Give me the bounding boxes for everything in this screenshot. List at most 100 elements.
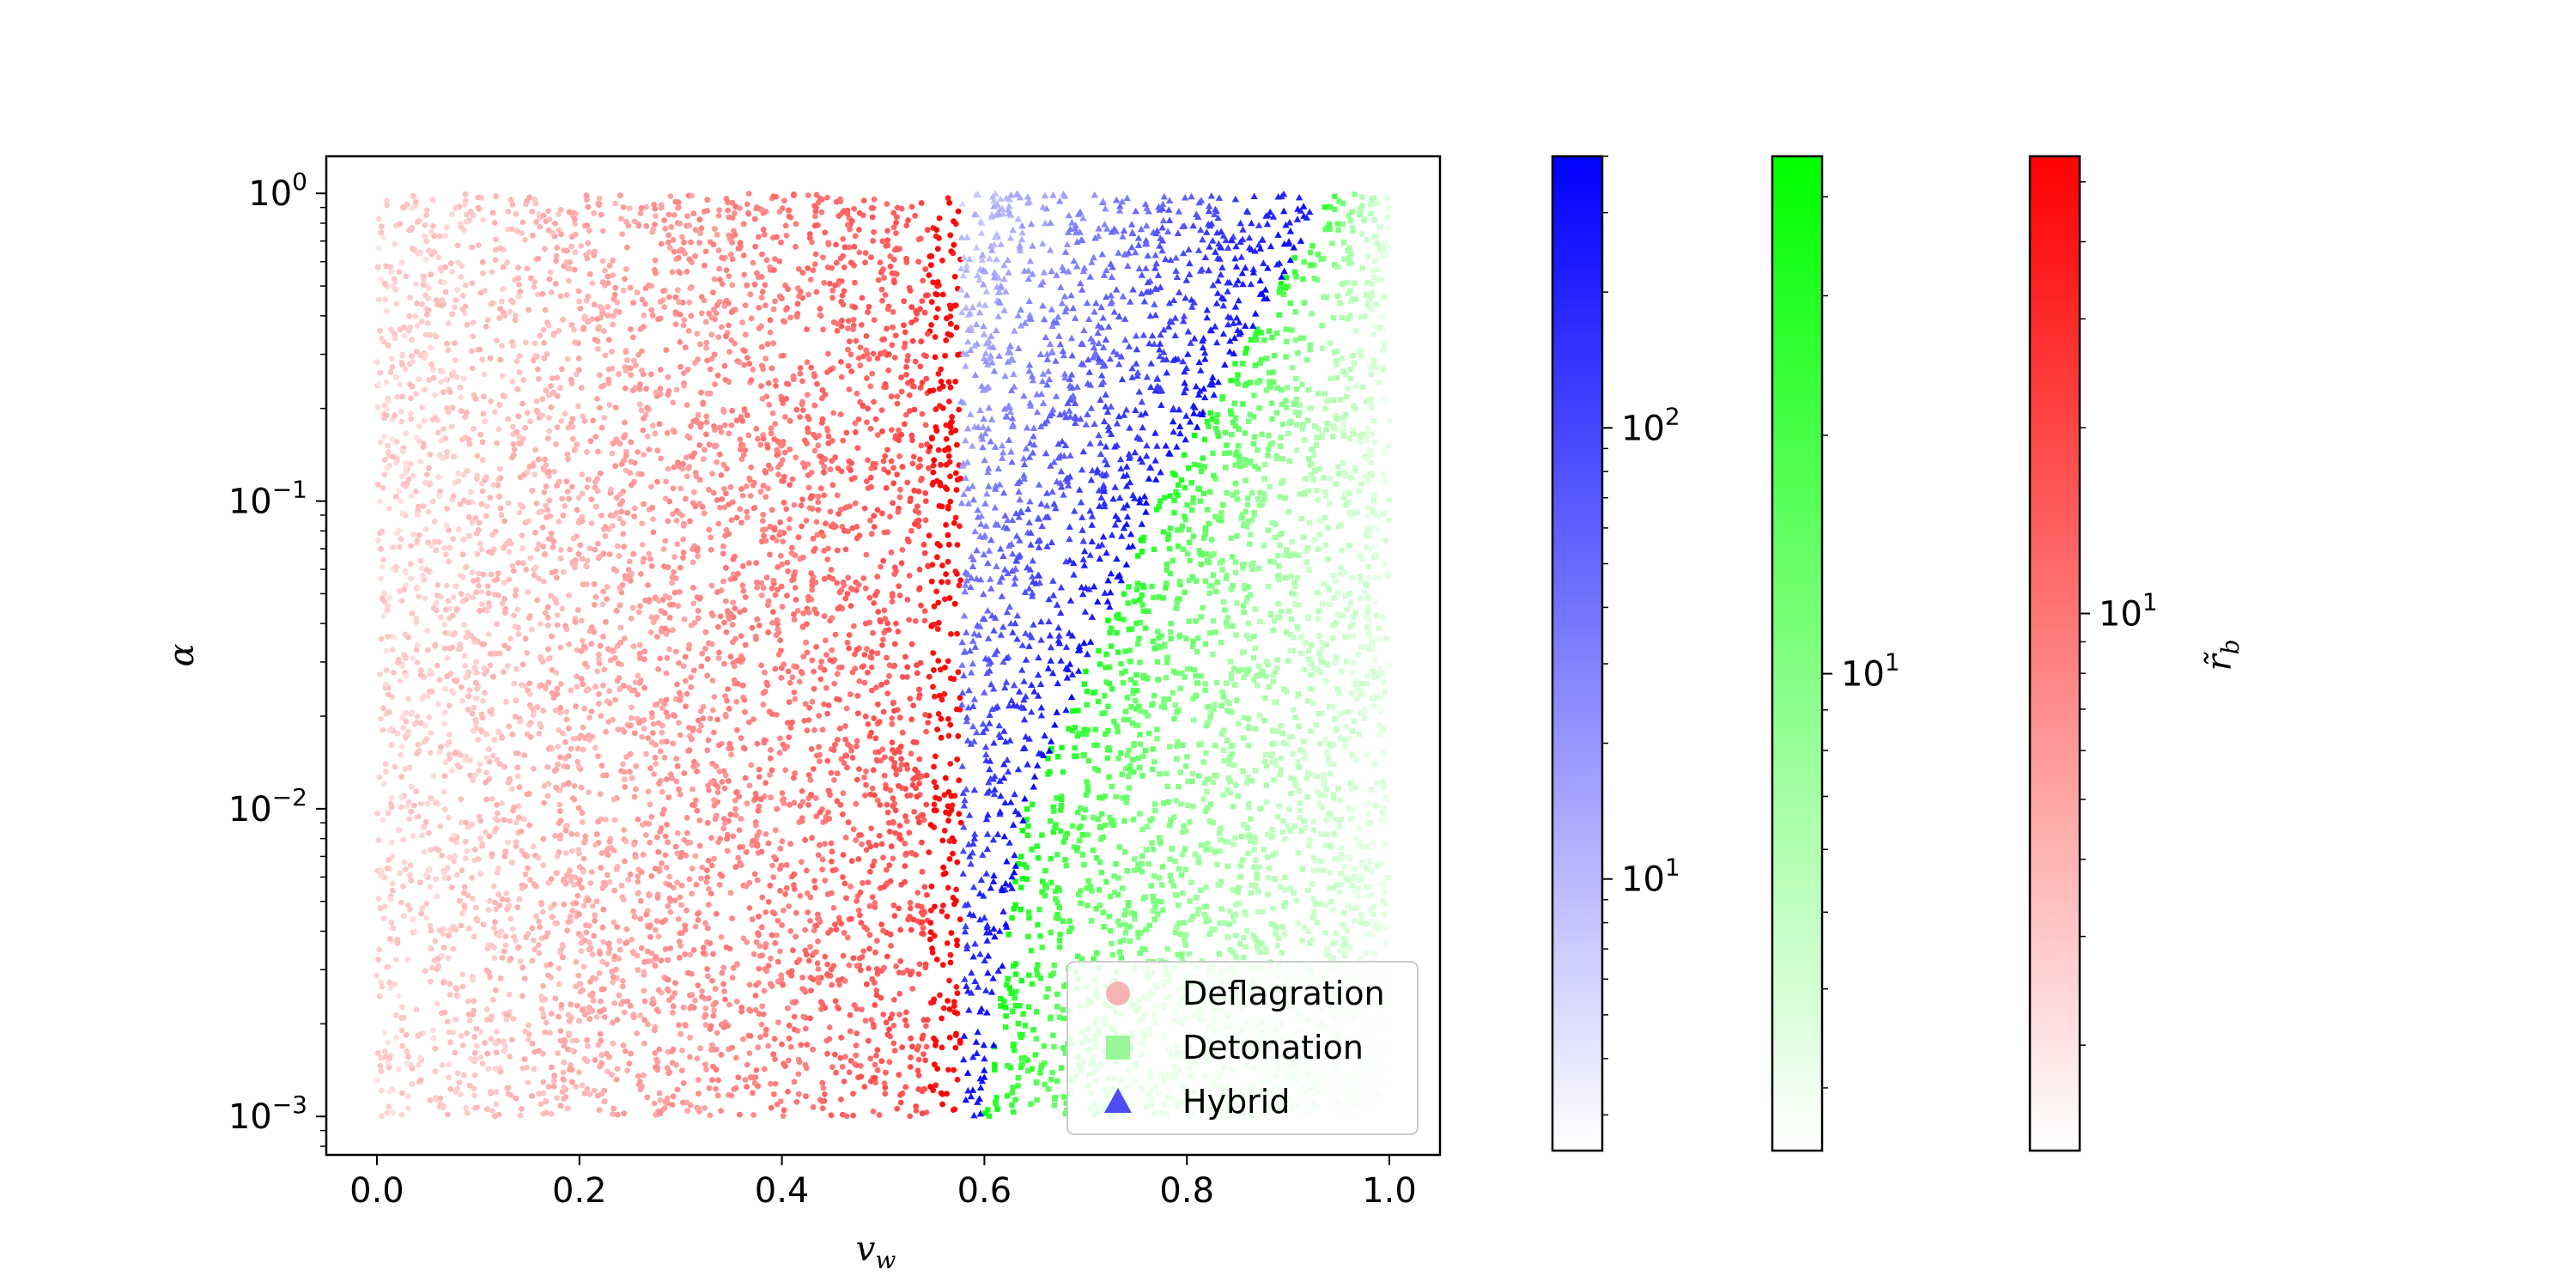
deflagration-point — [522, 339, 529, 346]
deflagration-point — [725, 207, 732, 214]
deflagration-point — [870, 1021, 877, 1028]
deflagration-point — [712, 316, 719, 323]
deflagration-point — [850, 1091, 856, 1097]
deflagration-point — [787, 841, 793, 848]
deflagration-point — [710, 289, 716, 296]
deflagration-point — [690, 210, 697, 217]
deflagration-point — [444, 340, 450, 347]
deflagration-point — [569, 416, 576, 422]
deflagration-point — [596, 201, 603, 208]
deflagration-point — [635, 817, 641, 823]
deflagration-point — [882, 453, 889, 459]
deflagration-point — [674, 762, 681, 769]
deflagration-point — [392, 331, 398, 337]
deflagration-point — [888, 549, 895, 556]
deflagration-point — [537, 223, 544, 230]
deflagration-point — [911, 809, 917, 815]
deflagration-point — [868, 687, 875, 694]
deflagration-point — [522, 635, 529, 642]
deflagration-point — [558, 1001, 565, 1008]
deflagration-point — [890, 308, 896, 315]
deflagration-point — [548, 1110, 555, 1117]
deflagration-point — [388, 920, 395, 926]
deflagration-point — [741, 406, 748, 412]
deflagration-point — [380, 613, 387, 619]
deflagration-point — [838, 359, 844, 365]
deflagration-point — [921, 617, 928, 624]
deflagration-point — [687, 1054, 693, 1060]
deflagration-point — [537, 621, 544, 627]
deflagration-point — [462, 756, 468, 763]
deflagration-point — [403, 569, 410, 576]
deflagration-point — [695, 917, 702, 923]
deflagration-point — [447, 671, 454, 677]
deflagration-point — [871, 228, 877, 235]
deflagration-point — [616, 553, 623, 559]
deflagration-point — [621, 457, 628, 464]
deflagration-point — [686, 222, 693, 228]
deflagration-point — [479, 356, 485, 363]
deflagration-point — [802, 836, 808, 843]
deflagration-point — [804, 392, 811, 398]
deflagration-point — [475, 737, 482, 743]
deflagration-point — [720, 981, 726, 987]
deflagration-point — [928, 252, 935, 259]
deflagration-point — [895, 508, 902, 515]
deflagration-point — [377, 327, 383, 334]
deflagration-point — [832, 741, 838, 748]
deflagration-point — [428, 271, 434, 278]
deflagration-point — [957, 1037, 963, 1044]
deflagration-point — [779, 561, 786, 568]
deflagration-point — [956, 582, 963, 589]
deflagration-point — [524, 265, 531, 271]
deflagration-point — [650, 516, 656, 522]
deflagration-point — [635, 873, 641, 879]
deflagration-point — [726, 616, 732, 623]
deflagration-point — [535, 456, 542, 463]
deflagration-point — [628, 459, 635, 465]
deflagration-point — [710, 1012, 717, 1019]
deflagration-point — [696, 442, 703, 448]
deflagration-point — [565, 1012, 572, 1018]
deflagration-point — [568, 831, 574, 837]
deflagration-point — [878, 407, 885, 413]
deflagration-point — [495, 592, 501, 598]
deflagration-point — [713, 911, 720, 917]
deflagration-point — [574, 533, 580, 540]
deflagration-point — [944, 913, 951, 920]
deflagration-point — [742, 709, 748, 715]
deflagration-point — [933, 314, 939, 321]
deflagration-point — [432, 1068, 439, 1075]
deflagration-point — [755, 849, 762, 856]
deflagration-point — [943, 337, 950, 343]
deflagration-point — [546, 468, 552, 475]
deflagration-point — [902, 421, 908, 428]
deflagration-point — [617, 602, 623, 608]
deflagration-point — [753, 579, 760, 586]
deflagration-point — [926, 673, 933, 680]
deflagration-point — [458, 819, 465, 826]
deflagration-point — [932, 334, 939, 340]
deflagration-point — [430, 374, 437, 381]
deflagration-point — [637, 210, 644, 216]
deflagration-point — [791, 501, 798, 508]
deflagration-point — [481, 393, 487, 400]
deflagration-point — [535, 255, 542, 262]
deflagration-point — [541, 355, 548, 361]
deflagration-point — [939, 291, 946, 298]
deflagration-point — [760, 702, 767, 708]
deflagration-point — [669, 993, 676, 1000]
deflagration-point — [542, 1029, 549, 1036]
deflagration-point — [536, 375, 542, 382]
deflagration-point — [609, 450, 616, 457]
deflagration-point — [494, 621, 500, 628]
deflagration-point — [667, 601, 673, 608]
deflagration-point — [647, 597, 653, 603]
deflagration-point — [683, 269, 690, 275]
deflagration-point — [795, 534, 802, 541]
deflagration-point — [671, 248, 677, 255]
deflagration-point — [771, 267, 777, 273]
deflagration-point — [643, 204, 649, 210]
deflagration-point — [469, 710, 476, 717]
deflagration-point — [845, 362, 852, 369]
